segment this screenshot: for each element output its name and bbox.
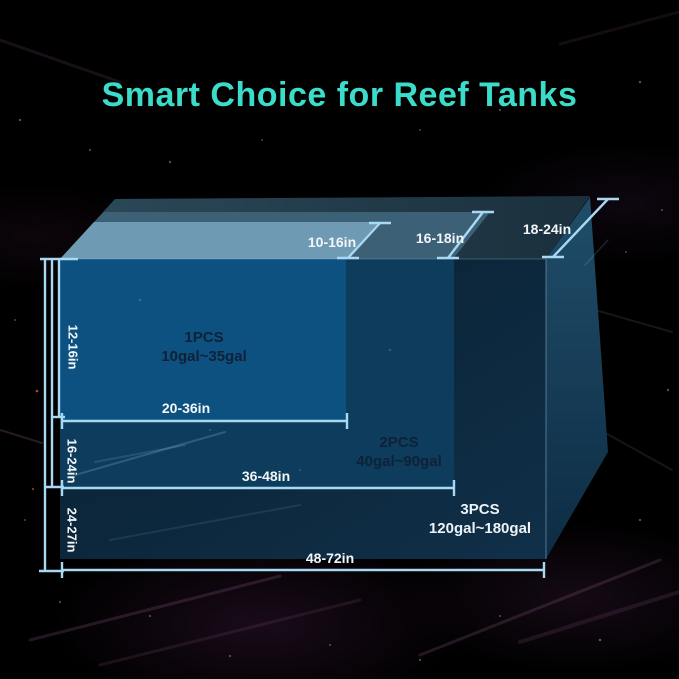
tank3-pcs: 3PCS	[460, 501, 500, 518]
width-label-tank3: 48-72in	[305, 550, 355, 566]
width-label-tank1: 20-36in	[161, 400, 211, 416]
tank3-capacity-label: 3PCS 120gal~180gal	[429, 500, 531, 538]
depth-label-tank2: 16-18in	[415, 230, 465, 246]
tank2-pcs: 2PCS	[379, 434, 419, 451]
height-label-tank2: 16-24in	[64, 438, 80, 484]
tank1-top-face	[60, 222, 379, 259]
tank2-capacity-label: 2PCS 40gal~90gal	[356, 433, 441, 471]
width-dimension-lines	[60, 413, 546, 578]
depth-label-tank1: 10-16in	[307, 234, 357, 250]
depth-label-tank3: 18-24in	[522, 221, 572, 237]
box-edge-highlights	[60, 258, 547, 559]
tank2-gallon-range: 40gal~90gal	[356, 453, 442, 470]
tank1-front-face	[60, 259, 346, 420]
width-label-tank2: 36-48in	[241, 468, 291, 484]
depth-dimension-markers	[337, 197, 619, 260]
tank1-capacity-label: 1PCS 10gal~35gal	[161, 328, 246, 366]
tank3-gallon-range: 120gal~180gal	[428, 520, 532, 537]
background-streaks	[0, 10, 679, 667]
tank1-pcs: 1PCS	[184, 329, 224, 346]
height-label-tank1: 12-16in	[65, 324, 81, 370]
page-title: Smart Choice for Reef Tanks	[101, 76, 578, 114]
tank1-gallon-range: 10gal~35gal	[161, 348, 247, 365]
tank3-right-face	[546, 197, 608, 559]
height-label-tank3: 24-27in	[64, 507, 80, 553]
starfield	[14, 80, 670, 662]
foreground-streaks	[74, 239, 609, 541]
